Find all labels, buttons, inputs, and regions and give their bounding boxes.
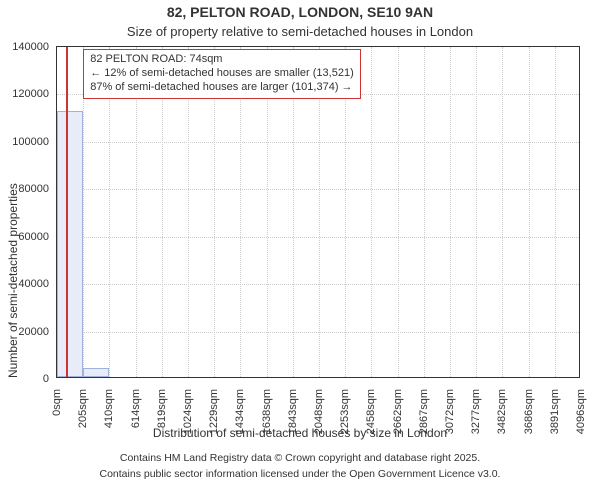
y-tick-label: 80000: [18, 183, 57, 195]
annotation-line: 87% of semi-detached houses are larger (…: [90, 81, 354, 95]
y-tick-label: 100000: [12, 136, 57, 148]
footer-attribution-1: Contains HM Land Registry data © Crown c…: [0, 452, 600, 464]
x-tick-label: 819sqm: [156, 383, 168, 428]
gridline-vertical: [371, 47, 372, 377]
annotation-line: ← 12% of semi-detached houses are smalle…: [90, 67, 354, 81]
gridline-vertical: [424, 47, 425, 377]
x-tick-label: 614sqm: [130, 383, 142, 428]
chart-root: { "title_line1": "82, PELTON ROAD, LONDO…: [0, 0, 600, 500]
annotation-line: 82 PELTON ROAD: 74sqm: [90, 53, 354, 67]
plot-area: 0200004000060000800001000001200001400000…: [56, 46, 580, 378]
property-marker-line: [66, 47, 68, 377]
y-tick-label: 120000: [12, 88, 57, 100]
gridline-vertical: [476, 47, 477, 377]
y-tick-label: 40000: [18, 278, 57, 290]
annotation-box: 82 PELTON ROAD: 74sqm← 12% of semi-detac…: [83, 49, 361, 98]
x-tick-label: 205sqm: [77, 383, 89, 428]
gridline-vertical: [502, 47, 503, 377]
gridline-vertical: [450, 47, 451, 377]
y-tick-label: 60000: [18, 231, 57, 243]
x-axis-label: Distribution of semi-detached houses by …: [0, 426, 600, 440]
gridline-vertical: [555, 47, 556, 377]
x-tick-label: 410sqm: [103, 383, 115, 428]
gridline-vertical: [529, 47, 530, 377]
chart-subtitle: Size of property relative to semi-detach…: [0, 24, 600, 39]
chart-title: 82, PELTON ROAD, LONDON, SE10 9AN: [0, 4, 600, 20]
y-tick-label: 20000: [18, 326, 57, 338]
histogram-bar: [57, 111, 83, 377]
y-tick-label: 140000: [12, 41, 57, 53]
histogram-bar: [83, 368, 109, 377]
gridline-vertical: [398, 47, 399, 377]
footer-attribution-2: Contains public sector information licen…: [0, 468, 600, 480]
x-tick-label: 0sqm: [51, 383, 63, 416]
